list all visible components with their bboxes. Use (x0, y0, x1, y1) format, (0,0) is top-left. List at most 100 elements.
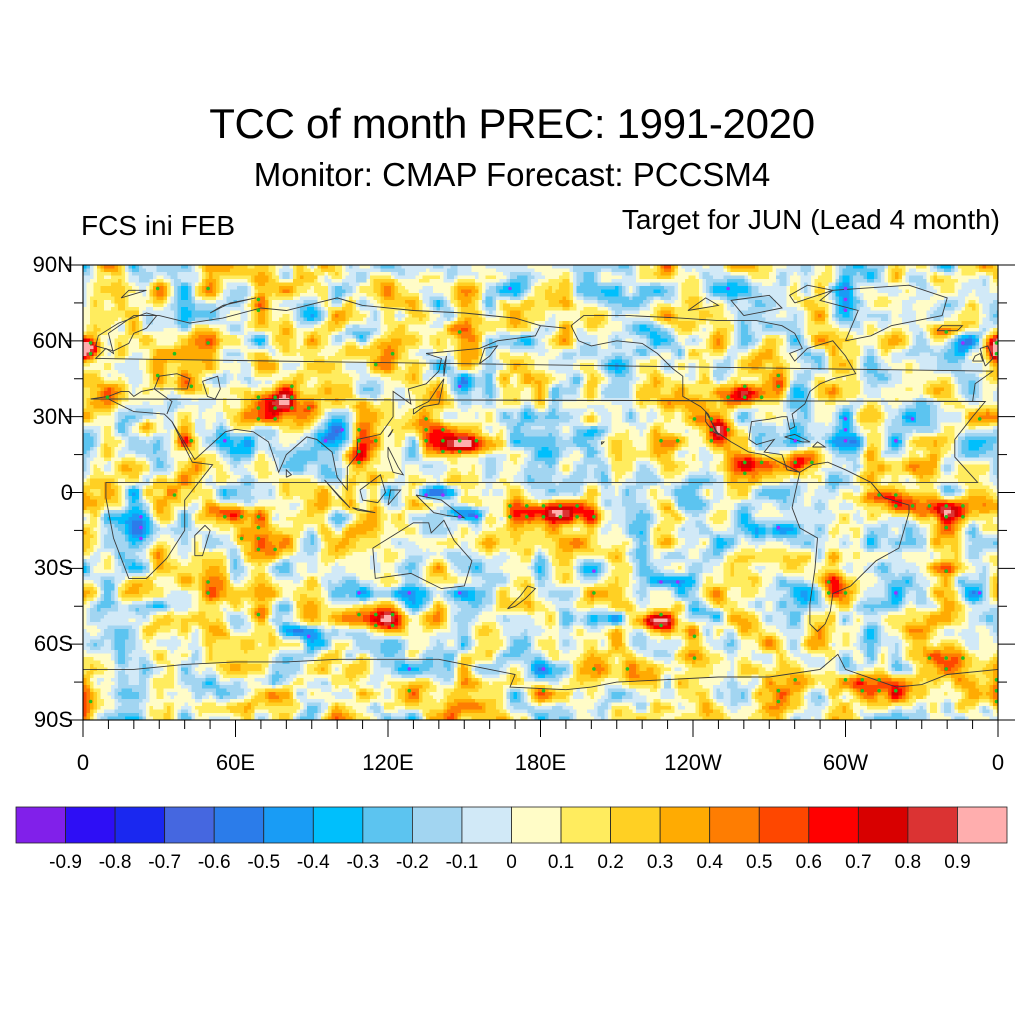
field-cell (828, 310, 833, 315)
field-cell (954, 272, 962, 276)
field-cell (321, 384, 350, 388)
field-cell (471, 359, 479, 364)
field-cell (345, 317, 350, 322)
field-cell (730, 331, 735, 336)
field-cell (167, 300, 171, 304)
field-cell (457, 275, 476, 280)
field-cell (986, 331, 990, 336)
field-cell (804, 272, 808, 276)
field-cell (786, 398, 791, 402)
field-cell (618, 293, 623, 297)
field-cell (562, 394, 581, 399)
field-cell (569, 282, 574, 287)
field-cell (919, 324, 927, 329)
field-cell (671, 352, 675, 357)
field-cell (254, 335, 266, 339)
field-cell (153, 370, 164, 374)
field-cell (811, 384, 815, 388)
field-cell (191, 328, 196, 332)
field-cell (527, 412, 535, 416)
field-cell (279, 363, 283, 367)
field-cell (667, 328, 675, 332)
field-cell (384, 289, 392, 294)
field-cell (881, 279, 885, 283)
field-cell (961, 387, 969, 392)
field-cell (678, 335, 689, 339)
field-cell (114, 415, 119, 420)
field-cell (167, 366, 178, 371)
field-cell (419, 307, 423, 311)
field-cell (786, 293, 791, 297)
field-cell (433, 412, 441, 416)
field-cell (678, 363, 686, 367)
field-cell (583, 391, 588, 395)
field-cell (534, 303, 549, 308)
field-cell (454, 394, 458, 399)
field-cell (737, 331, 742, 336)
field-cell (419, 412, 430, 416)
field-cell (622, 408, 630, 413)
field-cell (583, 394, 588, 399)
field-cell (482, 289, 486, 294)
field-cell (916, 282, 927, 287)
field-cell (251, 300, 255, 304)
field-cell (531, 387, 535, 392)
field-cell (688, 387, 714, 392)
field-cell (177, 296, 182, 301)
field-cell (730, 412, 735, 416)
field-cell (856, 412, 861, 416)
field-cell (776, 279, 780, 283)
field-cell (968, 345, 973, 350)
field-cell (622, 359, 630, 364)
field-cell (905, 363, 913, 367)
field-cell (296, 314, 301, 318)
field-cell (800, 303, 805, 308)
field-cell (97, 359, 126, 364)
field-cell (702, 394, 710, 399)
field-cell (314, 408, 318, 413)
field-cell (324, 310, 329, 315)
field-cell (793, 296, 801, 301)
field-cell (226, 380, 231, 385)
field-cell (856, 282, 889, 287)
field-cell (104, 363, 112, 367)
field-cell (447, 272, 458, 276)
field-cell (821, 282, 829, 287)
field-cell (825, 265, 833, 269)
field-cell (762, 380, 766, 385)
field-cell (331, 303, 343, 308)
field-cell (324, 415, 329, 420)
field-cell (933, 398, 938, 402)
field-cell (790, 293, 798, 297)
field-cell (223, 293, 231, 297)
field-cell (937, 408, 945, 413)
field-cell (835, 296, 840, 301)
field-cell (723, 401, 728, 406)
field-cell (223, 279, 248, 283)
field-cell (636, 370, 640, 374)
field-cell (422, 293, 444, 297)
field-cell (713, 338, 717, 343)
field-cell (954, 338, 959, 343)
field-cell (226, 401, 241, 406)
field-cell (657, 401, 661, 406)
field-cell (366, 275, 371, 280)
field-cell (429, 377, 437, 381)
field-cell (842, 345, 861, 350)
field-cell (412, 373, 416, 378)
field-cell (972, 289, 976, 294)
field-cell (433, 387, 444, 392)
field-cell (405, 310, 409, 315)
field-cell (835, 408, 840, 413)
field-cell (748, 345, 756, 350)
field-cell (321, 335, 329, 339)
field-cell (258, 303, 262, 308)
field-cell (356, 401, 360, 406)
field-cell (734, 317, 738, 322)
field-cell (352, 408, 357, 413)
field-cell (146, 363, 150, 367)
field-cell (216, 296, 224, 301)
field-cell (485, 331, 497, 336)
field-cell (398, 356, 402, 360)
field-cell (251, 279, 255, 283)
